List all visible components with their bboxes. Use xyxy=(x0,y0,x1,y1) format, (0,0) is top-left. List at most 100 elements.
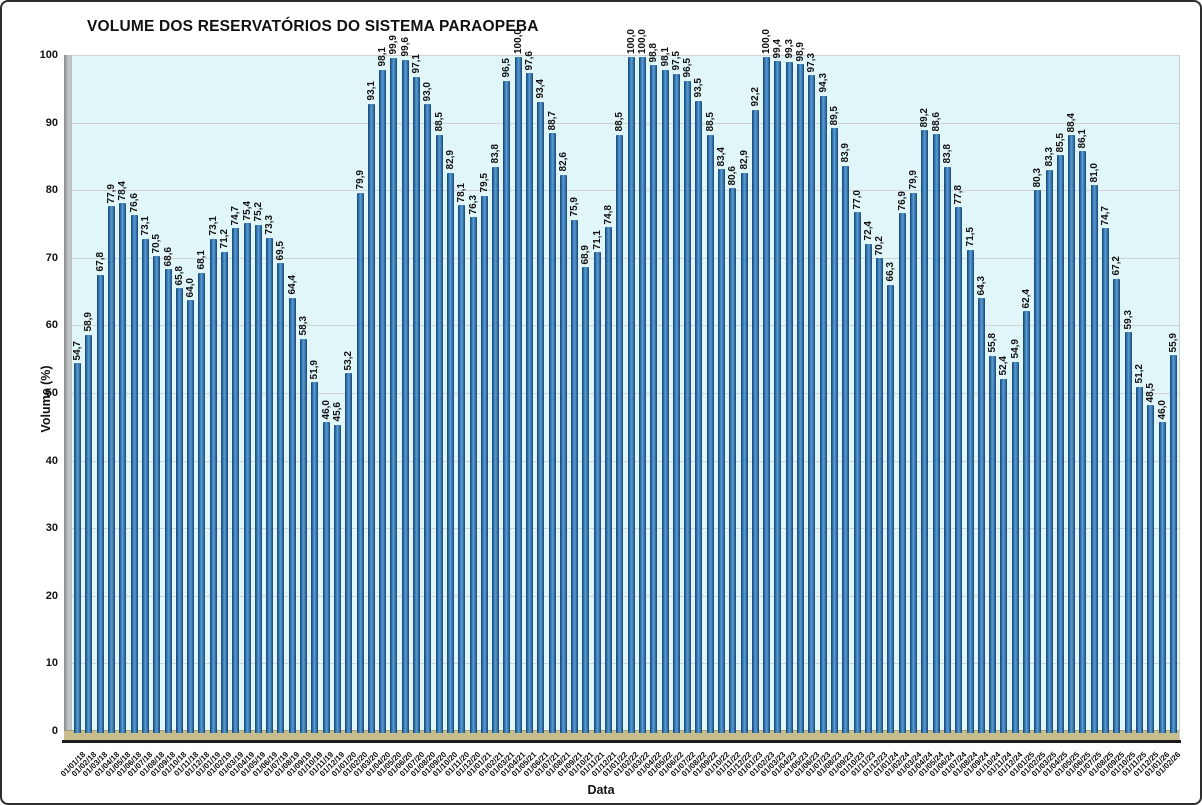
bar-value-label: 78,1 xyxy=(456,182,468,203)
bar-value-label: 82,9 xyxy=(738,150,750,170)
bar xyxy=(1011,361,1019,733)
bar xyxy=(695,100,703,733)
bar xyxy=(887,284,895,733)
bar-value-label: 62,4 xyxy=(1021,288,1032,309)
bar xyxy=(198,272,206,733)
bar xyxy=(175,288,183,733)
bar-value-label: 70,5 xyxy=(151,233,163,254)
bar-value-label: 92,2 xyxy=(749,87,761,107)
bar-value-label: 100,0 xyxy=(512,28,524,54)
bar xyxy=(1124,332,1132,733)
bar-value-label: 73,3 xyxy=(264,215,276,235)
y-tick-label: 30 xyxy=(45,522,58,535)
bar-value-label: 79,9 xyxy=(354,170,366,190)
bar xyxy=(729,188,737,733)
gridline xyxy=(72,55,1179,56)
bar xyxy=(480,195,488,733)
bar-value-label: 94,3 xyxy=(817,73,829,93)
bar xyxy=(187,300,195,733)
bar xyxy=(1079,150,1087,733)
bar xyxy=(1135,386,1143,733)
bar xyxy=(932,134,940,733)
bar xyxy=(119,203,127,733)
bar xyxy=(830,127,838,733)
bar xyxy=(706,134,714,733)
bar xyxy=(921,130,929,733)
bar xyxy=(1147,405,1155,733)
bar-value-label: 83,9 xyxy=(840,143,852,163)
bar xyxy=(1158,422,1166,733)
bar xyxy=(503,80,511,733)
bar-value-label: 75,9 xyxy=(569,197,581,217)
bar-value-label: 78,4 xyxy=(117,180,129,201)
bar-value-label: 100,0 xyxy=(625,28,637,54)
bar-value-label: 54,7 xyxy=(72,340,84,361)
bar xyxy=(356,192,364,733)
bar xyxy=(492,166,500,733)
bar xyxy=(96,274,104,733)
bar-value-label: 77,8 xyxy=(953,184,965,205)
bar xyxy=(943,166,951,733)
bar xyxy=(955,207,963,733)
bar xyxy=(616,134,624,733)
bar-value-label: 96,5 xyxy=(682,58,694,78)
bar xyxy=(785,61,793,733)
bar-value-label: 99,6 xyxy=(399,37,411,57)
bar-value-label: 80,3 xyxy=(1032,167,1044,188)
bar xyxy=(232,228,240,733)
bar-value-label: 76,3 xyxy=(467,194,479,215)
gridline xyxy=(72,460,1179,462)
bar-value-label: 68,9 xyxy=(580,244,592,265)
bar-value-label: 99,4 xyxy=(772,38,784,59)
bar-value-label: 82,6 xyxy=(557,152,569,172)
bar xyxy=(209,238,217,733)
bar xyxy=(345,373,353,733)
bar-value-label: 75,2 xyxy=(252,202,264,222)
bar-value-label: 68,6 xyxy=(162,246,174,267)
y-tick-label: 0 xyxy=(51,725,58,737)
bar-value-label: 82,9 xyxy=(444,150,456,170)
bar-value-label: 97,3 xyxy=(806,52,818,73)
bar-value-label: 80,6 xyxy=(727,165,739,186)
y-tick-label: 50 xyxy=(45,387,58,399)
bar-value-label: 98,9 xyxy=(795,41,807,62)
bar xyxy=(977,298,985,733)
bar xyxy=(672,73,680,733)
bar xyxy=(322,422,330,733)
bar-value-label: 99,3 xyxy=(783,39,795,59)
bar-value-label: 66,3 xyxy=(885,262,897,282)
bar-value-label: 97,6 xyxy=(523,50,535,71)
bar-value-label: 46,0 xyxy=(320,399,332,420)
bar xyxy=(367,103,375,733)
bar xyxy=(638,57,646,733)
bar-value-label: 53,2 xyxy=(343,350,355,371)
bar xyxy=(1056,155,1064,733)
bar xyxy=(153,256,161,733)
bar-value-label: 51,2 xyxy=(1133,364,1145,384)
bar-value-label: 97,5 xyxy=(670,51,682,71)
bar-value-label: 89,5 xyxy=(828,105,840,125)
bar xyxy=(808,75,816,733)
bar-value-label: 65,8 xyxy=(173,265,185,286)
bar xyxy=(1045,169,1053,733)
bar-value-label: 76,9 xyxy=(896,190,908,211)
bar xyxy=(300,338,308,733)
bar-value-label: 55,9 xyxy=(1167,332,1179,353)
bar xyxy=(277,263,285,733)
bar-value-label: 98,8 xyxy=(648,42,660,63)
bar-value-label: 64,3 xyxy=(975,275,987,296)
bar xyxy=(85,334,93,733)
bar xyxy=(469,217,477,733)
bar xyxy=(582,267,590,733)
y-tick-label: 90 xyxy=(45,116,58,129)
bar-value-label: 88,4 xyxy=(1066,112,1078,133)
bar xyxy=(910,192,918,733)
bar xyxy=(740,172,748,733)
bar-value-label: 93,1 xyxy=(365,81,377,101)
bar-value-label: 77,9 xyxy=(106,183,118,204)
y-tick-label: 100 xyxy=(39,49,58,61)
bar-value-label: 93,5 xyxy=(693,78,705,98)
bar xyxy=(627,57,635,733)
bar xyxy=(751,109,759,733)
bar-value-label: 72,4 xyxy=(862,221,874,241)
